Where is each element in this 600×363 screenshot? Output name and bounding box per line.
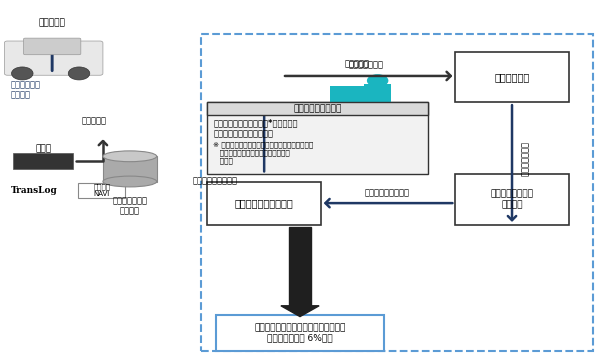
Text: ※ 優割りシミュレーション・事故実態分析と共に
   毎月あいおいニッセイ同和損保より
   ご提供: ※ 優割りシミュレーション・事故実態分析と共に 毎月あいおいニッセイ同和損保より… — [214, 142, 314, 164]
FancyBboxPatch shape — [208, 182, 321, 225]
Text: トヨタ自動車: トヨタ自動車 — [494, 72, 530, 82]
Text: トヨタレンタリース店: トヨタレンタリース店 — [235, 198, 293, 208]
Polygon shape — [281, 306, 319, 317]
Text: 事故低減プログラム: 事故低減プログラム — [294, 104, 342, 113]
Text: 危険挙動データ: 危険挙動データ — [521, 140, 530, 176]
Text: 車載機: 車載機 — [35, 144, 51, 154]
Text: 事故低減プログラム: 事故低減プログラム — [364, 189, 409, 198]
FancyBboxPatch shape — [455, 52, 569, 102]
Text: サービスを導入したフリート契約者の
自動車保険料を 6%割引: サービスを導入したフリート契約者の 自動車保険料を 6%割引 — [254, 323, 346, 343]
FancyBboxPatch shape — [208, 102, 428, 174]
Text: ドライバーに
直接警告: ドライバーに 直接警告 — [10, 80, 40, 99]
FancyBboxPatch shape — [23, 38, 81, 55]
FancyBboxPatch shape — [364, 84, 391, 104]
Text: さそえる
NAVI: さそえる NAVI — [93, 184, 110, 197]
FancyBboxPatch shape — [103, 156, 157, 182]
Text: 危険挙動データ: 危険挙動データ — [348, 61, 383, 70]
Text: 走行データ: 走行データ — [82, 117, 106, 126]
Circle shape — [367, 74, 388, 87]
Ellipse shape — [103, 151, 157, 162]
FancyBboxPatch shape — [78, 183, 125, 199]
Text: あいおいニッセイ
同和損保: あいおいニッセイ 同和損保 — [491, 190, 533, 209]
Text: 危険運行データ報告書等*に基づく、
独自の事故低減アドバイス: 危険運行データ報告書等*に基づく、 独自の事故低減アドバイス — [214, 118, 298, 138]
Text: TransLog: TransLog — [11, 186, 58, 195]
FancyBboxPatch shape — [455, 174, 569, 225]
FancyBboxPatch shape — [13, 153, 73, 169]
Ellipse shape — [103, 176, 157, 187]
Text: 車両管理者: 車両管理者 — [344, 59, 369, 68]
Circle shape — [68, 67, 90, 80]
FancyBboxPatch shape — [330, 86, 368, 104]
Circle shape — [11, 67, 33, 80]
FancyBboxPatch shape — [217, 315, 383, 351]
FancyBboxPatch shape — [208, 102, 428, 115]
Text: トヨタスマート
センター: トヨタスマート センター — [112, 196, 147, 215]
Text: 事故低減プログラム: 事故低減プログラム — [193, 176, 238, 185]
FancyBboxPatch shape — [4, 41, 103, 75]
Text: ドライバー: ドライバー — [39, 19, 65, 28]
FancyBboxPatch shape — [289, 227, 311, 306]
